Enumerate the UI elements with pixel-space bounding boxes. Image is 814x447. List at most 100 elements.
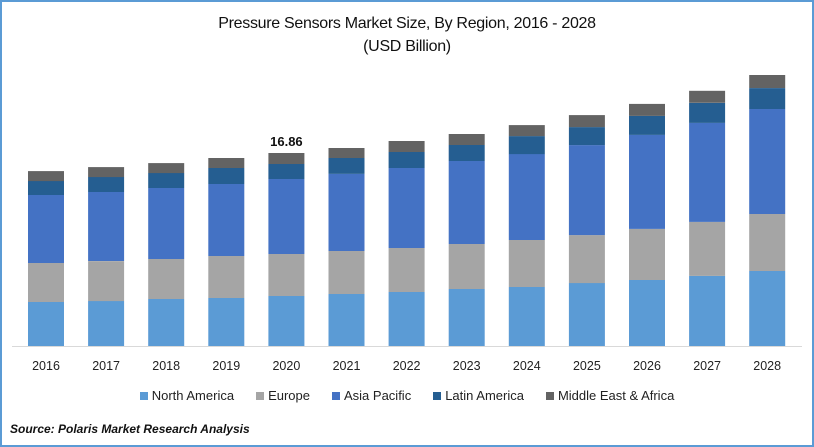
legend-item-latin-america: Latin America [433, 388, 524, 403]
source-note: Source: Polaris Market Research Analysis [10, 422, 250, 436]
bar-latin-america-2019 [208, 168, 245, 184]
bar-north-america-2023 [448, 289, 485, 346]
bar-north-america-2021 [328, 294, 365, 346]
bar-asia-pacific-2028 [749, 109, 786, 214]
bar-middle-east-africa-2016 [28, 171, 64, 182]
bar-stack-2020 [268, 153, 305, 346]
bar-north-america-2018 [148, 299, 185, 346]
bar-north-america-2024 [508, 287, 545, 346]
bar-latin-america-2025 [568, 127, 605, 146]
bar-middle-east-africa-2018 [148, 163, 185, 174]
bar-europe-2023 [448, 244, 485, 289]
bar-north-america-2025 [568, 283, 605, 346]
x-tick-label-2016: 2016 [32, 359, 60, 373]
bar-europe-2021 [328, 251, 365, 294]
legend-swatch [139, 391, 148, 400]
bar-north-america-2017 [88, 301, 125, 346]
bar-latin-america-2018 [148, 173, 185, 188]
legend-label: Latin America [445, 388, 524, 403]
x-tick-label-2018: 2018 [152, 359, 180, 373]
x-tick-label-2027: 2027 [693, 359, 721, 373]
bar-middle-east-africa-2017 [88, 167, 125, 178]
bar-middle-east-africa-2024 [508, 125, 545, 137]
bar-stack-2023 [448, 134, 485, 346]
legend-label: Middle East & Africa [557, 388, 675, 403]
bar-asia-pacific-2020 [268, 179, 305, 254]
bar-europe-2026 [629, 228, 665, 280]
bar-asia-pacific-2016 [28, 195, 64, 263]
bar-middle-east-africa-2021 [328, 148, 365, 158]
bar-europe-2025 [568, 235, 605, 284]
bar-latin-america-2016 [28, 181, 64, 195]
x-tick-label-2028: 2028 [753, 359, 781, 373]
bar-europe-2016 [28, 263, 64, 302]
bar-latin-america-2022 [388, 152, 425, 168]
bar-asia-pacific-2023 [448, 161, 485, 244]
bar-north-america-2019 [208, 298, 245, 346]
bar-north-america-2016 [28, 302, 64, 346]
bar-europe-2022 [388, 248, 425, 292]
legend-label: Asia Pacific [344, 388, 412, 403]
bar-stack-2027 [689, 90, 726, 346]
bar-europe-2027 [689, 221, 726, 276]
bar-north-america-2027 [689, 275, 726, 346]
bar-asia-pacific-2017 [88, 192, 125, 261]
bar-middle-east-africa-2027 [689, 90, 726, 103]
legend-item-north-america: North America [139, 388, 235, 403]
bar-latin-america-2024 [508, 136, 545, 155]
chart-title: Pressure Sensors Market Size, By Region,… [218, 15, 596, 32]
x-tick-label-2019: 2019 [212, 359, 240, 373]
bar-north-america-2020 [268, 296, 305, 346]
legend-item-europe: Europe [256, 388, 310, 403]
legend-swatch [433, 391, 442, 400]
bar-latin-america-2020 [268, 164, 305, 179]
bar-stack-2018 [148, 163, 185, 346]
bar-stack-2021 [328, 148, 365, 346]
bar-north-america-2022 [388, 292, 425, 346]
bar-middle-east-africa-2025 [568, 115, 605, 128]
x-tick-label-2023: 2023 [453, 359, 481, 373]
bar-asia-pacific-2021 [328, 174, 365, 251]
x-tick-label-2017: 2017 [92, 359, 120, 373]
legend-item-middle-east-africa: Middle East & Africa [545, 388, 675, 403]
bar-asia-pacific-2026 [629, 134, 665, 229]
bar-asia-pacific-2025 [568, 145, 605, 236]
bar-asia-pacific-2019 [208, 184, 245, 256]
legend-label: Europe [268, 388, 310, 403]
chart-legend: North America Europe Asia Pacific Latin Ame… [2, 388, 812, 403]
legend-item-asia-pacific: Asia Pacific [332, 388, 411, 403]
bar-latin-america-2028 [749, 88, 786, 109]
bar-north-america-2028 [749, 271, 786, 346]
bar-europe-2017 [88, 261, 125, 302]
bar-stack-2017 [88, 167, 125, 346]
bar-stack-2024 [508, 125, 545, 346]
bar-north-america-2026 [629, 280, 665, 346]
bar-latin-america-2027 [689, 102, 726, 123]
bar-asia-pacific-2022 [388, 168, 425, 248]
bar-latin-america-2026 [629, 115, 665, 135]
bar-middle-east-africa-2022 [388, 141, 425, 152]
bar-stack-2022 [388, 141, 425, 346]
bar-europe-2018 [148, 259, 185, 299]
x-tick-label-2021: 2021 [333, 359, 361, 373]
bar-stack-2026 [629, 103, 665, 346]
bar-europe-2024 [508, 240, 545, 287]
legend-swatch [332, 391, 340, 400]
bar-middle-east-africa-2020 [268, 153, 305, 164]
bar-stack-2028 [749, 75, 786, 346]
bar-asia-pacific-2018 [148, 188, 185, 259]
bar-middle-east-africa-2026 [629, 103, 665, 116]
legend-label: North America [151, 388, 235, 403]
bar-latin-america-2017 [88, 177, 125, 192]
chart-subtitle: (USD Billion) [363, 38, 451, 55]
bar-latin-america-2021 [328, 157, 365, 174]
x-tick-label-2025: 2025 [573, 359, 601, 373]
legend-swatch [256, 391, 265, 400]
bar-middle-east-africa-2023 [448, 134, 485, 145]
bar-stack-2025 [568, 115, 605, 346]
bar-europe-2020 [268, 254, 305, 296]
bar-asia-pacific-2024 [508, 154, 545, 240]
bar-asia-pacific-2027 [689, 122, 726, 222]
x-tick-label-2020: 2020 [272, 359, 300, 373]
